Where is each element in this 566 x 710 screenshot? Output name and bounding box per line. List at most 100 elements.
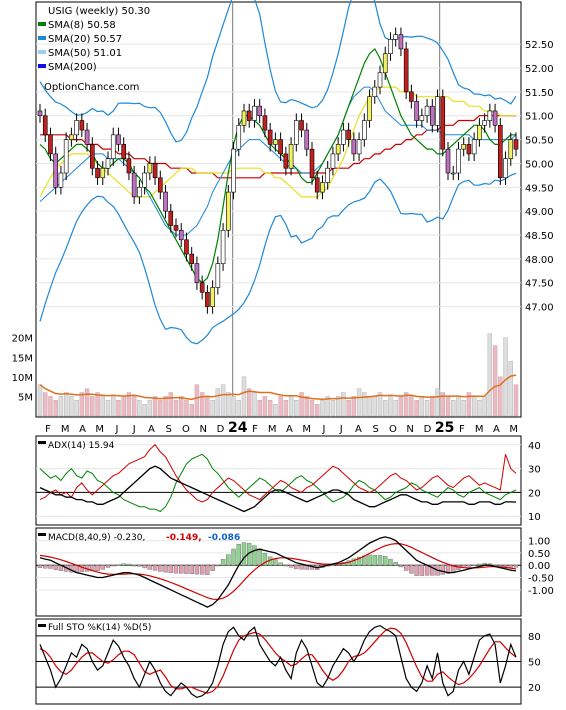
macd-hist-label: -0.086 <box>208 533 240 543</box>
candle-body <box>116 135 120 145</box>
candle-body <box>195 264 199 283</box>
candle-body <box>216 264 220 288</box>
volume-bar <box>305 396 309 416</box>
candle-body <box>300 121 304 131</box>
x-tick-label: M <box>61 424 70 435</box>
candle-body <box>498 125 502 177</box>
volume-bar <box>420 396 424 416</box>
candle-body <box>179 230 183 240</box>
volume-bar <box>54 400 58 416</box>
volume-bar <box>268 400 272 416</box>
candle-body <box>200 283 204 293</box>
volume-bar <box>310 400 314 416</box>
candle-body <box>289 144 293 168</box>
macd-hist-bar <box>148 565 152 569</box>
volume-bar <box>488 334 492 416</box>
candle-body <box>174 225 178 230</box>
candle-body <box>451 173 455 174</box>
macd-hist-bar <box>179 565 183 573</box>
macd-y-tick: 0.00 <box>528 561 550 572</box>
volume-y-tick: 10M <box>12 373 33 384</box>
macd-hist-bar <box>205 565 209 574</box>
macd-hist-bar <box>174 565 178 573</box>
candle-body <box>378 73 382 87</box>
sto-legend: Full STO %K(14) %D(5) <box>38 623 151 633</box>
volume-bar <box>252 393 256 417</box>
sto-label: Full STO %K(14) %D(5) <box>48 623 151 633</box>
candle-body <box>263 116 267 130</box>
candle-body <box>441 97 445 149</box>
macd-legend: MACD(8,40,9) -0.230, -0.149, -0.086 <box>38 533 240 543</box>
candle-body <box>388 39 392 53</box>
candle-body <box>467 144 471 154</box>
candle-body <box>446 149 450 173</box>
candle-body <box>242 111 246 125</box>
x-tick-label: A <box>79 424 86 435</box>
macd-hist-bar <box>504 565 508 566</box>
candle-body <box>96 168 100 178</box>
macd-y-axis: 1.000.500.00-0.50-1.00 <box>528 537 554 597</box>
candle-body <box>320 183 324 193</box>
sto-y-axis: 805020 <box>528 632 541 694</box>
candle-body <box>477 125 481 139</box>
candle-body <box>504 159 508 178</box>
candle-body <box>456 149 460 173</box>
volume-bar <box>211 400 215 416</box>
volume-bar <box>394 400 398 416</box>
x-tick-label: S <box>373 424 379 435</box>
volume-bar <box>169 393 173 417</box>
macd-hist-bar <box>425 565 429 575</box>
candle-body <box>48 135 52 154</box>
volume-bar <box>263 396 267 416</box>
volume-bar <box>336 396 340 416</box>
candle-body <box>54 154 58 187</box>
macd-hist-bar <box>378 555 382 565</box>
x-tick-label: A <box>493 424 500 435</box>
macd-hist-bar <box>195 565 199 574</box>
candle-body <box>64 140 68 173</box>
sto-y-tick: 20 <box>528 683 541 694</box>
candle-body <box>310 149 314 178</box>
candle-body <box>347 130 351 140</box>
candle-body <box>221 230 225 263</box>
volume-bar <box>96 393 100 417</box>
x-tick-label: N <box>406 424 413 435</box>
candle-body <box>232 149 236 192</box>
price-y-tick: 49.00 <box>525 207 554 218</box>
candle-body <box>483 121 487 126</box>
macd-hist-bar <box>294 565 298 569</box>
volume-bar <box>383 400 387 416</box>
macd-hist-bar <box>284 565 288 566</box>
candle-body <box>143 173 147 187</box>
macd-hist-bar <box>132 565 136 566</box>
macd-hist-bar <box>226 555 230 566</box>
volume-bar <box>362 393 366 417</box>
candle-body <box>258 106 262 116</box>
macd-hist-bar <box>221 559 225 565</box>
volume-bar <box>69 396 73 416</box>
candle-body <box>315 178 319 192</box>
volume-bar <box>477 400 481 416</box>
macd-hist-bar <box>467 565 471 566</box>
x-axis-labels: F M A M J J A S O N D 24 F M A M J J A S O N D 25 F M A M <box>45 420 518 436</box>
volume-bar <box>462 400 466 416</box>
volume-bar <box>174 400 178 416</box>
macd-hist-bar <box>404 565 408 570</box>
candle-body <box>211 288 215 307</box>
macd-signal-label: -0.149, <box>166 533 202 543</box>
volume-bar <box>294 400 298 416</box>
price-y-tick: 49.50 <box>525 183 554 194</box>
macd-hist-bar <box>184 565 188 573</box>
macd-hist-bar <box>116 565 120 566</box>
volume-bar <box>90 396 94 416</box>
x-tick-label: 24 <box>228 420 248 436</box>
candle-body <box>273 140 277 145</box>
volume-bar <box>132 396 136 416</box>
volume-bar <box>85 389 89 416</box>
volume-bar <box>184 400 188 416</box>
macd-hist-bar <box>111 565 115 566</box>
x-tick-label: F <box>459 424 465 435</box>
candle-body <box>43 116 47 135</box>
x-tick-label: F <box>45 424 51 435</box>
x-tick-label: D <box>424 424 432 435</box>
